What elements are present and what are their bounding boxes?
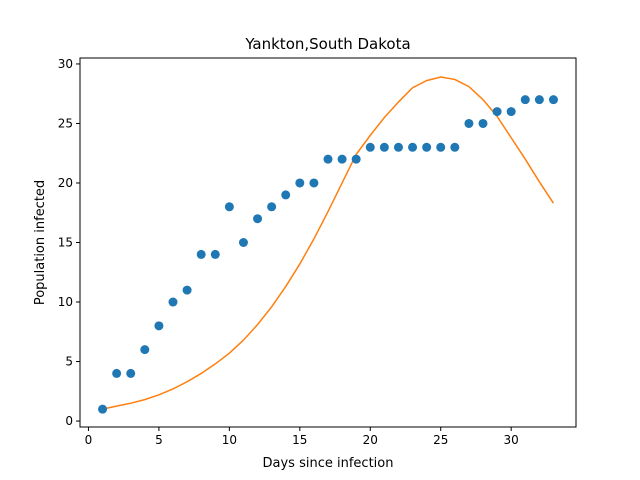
data-point bbox=[295, 178, 305, 188]
data-point bbox=[506, 107, 516, 117]
y-tick-label: 5 bbox=[65, 355, 73, 369]
data-point bbox=[323, 154, 333, 164]
data-point bbox=[182, 285, 192, 295]
y-tick-label: 20 bbox=[58, 176, 73, 190]
x-tick-label: 25 bbox=[433, 433, 448, 447]
x-tick-label: 15 bbox=[292, 433, 307, 447]
data-point bbox=[548, 95, 558, 105]
data-point bbox=[393, 142, 403, 152]
x-tick-label: 0 bbox=[85, 433, 93, 447]
data-point bbox=[168, 297, 178, 307]
data-point bbox=[351, 154, 361, 164]
data-point bbox=[281, 190, 291, 200]
data-point bbox=[337, 154, 347, 164]
x-axis-label: Days since infection bbox=[263, 456, 394, 471]
data-point bbox=[267, 202, 277, 212]
data-point bbox=[140, 345, 150, 355]
x-tick-label: 5 bbox=[155, 433, 163, 447]
data-point bbox=[238, 238, 248, 247]
model-curve-line bbox=[102, 76, 555, 410]
y-tick-label: 30 bbox=[58, 57, 73, 71]
data-point bbox=[224, 202, 234, 212]
series-layer bbox=[98, 76, 558, 414]
data-point bbox=[478, 118, 488, 128]
data-point bbox=[464, 118, 474, 128]
data-point bbox=[126, 368, 136, 378]
data-point bbox=[196, 249, 206, 259]
x-tick-label: 20 bbox=[363, 433, 378, 447]
data-point bbox=[210, 249, 220, 259]
data-point bbox=[112, 368, 122, 378]
data-point bbox=[422, 142, 432, 152]
data-point bbox=[492, 107, 502, 117]
x-tick-label: 10 bbox=[222, 433, 237, 447]
y-tick-label: 0 bbox=[65, 414, 73, 428]
data-point bbox=[154, 321, 164, 331]
x-tick-label: 30 bbox=[504, 433, 519, 447]
data-point bbox=[379, 142, 389, 152]
data-point bbox=[408, 142, 418, 152]
data-point bbox=[253, 214, 263, 224]
y-axis-ticks: 0 5 10 15 20 25 30 bbox=[58, 57, 80, 428]
data-point bbox=[98, 404, 108, 414]
data-point bbox=[520, 95, 530, 105]
y-tick-label: 25 bbox=[58, 116, 73, 130]
data-point bbox=[365, 142, 375, 152]
data-point bbox=[436, 142, 446, 152]
data-point bbox=[309, 178, 319, 188]
y-axis-label: Population infected bbox=[33, 180, 48, 305]
y-tick-label: 15 bbox=[58, 236, 73, 250]
chart-title: Yankton,South Dakota bbox=[244, 35, 410, 53]
x-axis-ticks: 0 5 10 15 20 25 30 bbox=[85, 427, 519, 447]
data-point bbox=[534, 95, 544, 105]
plot-frame bbox=[79, 57, 577, 428]
y-tick-label: 10 bbox=[58, 295, 73, 309]
data-point bbox=[450, 142, 460, 152]
